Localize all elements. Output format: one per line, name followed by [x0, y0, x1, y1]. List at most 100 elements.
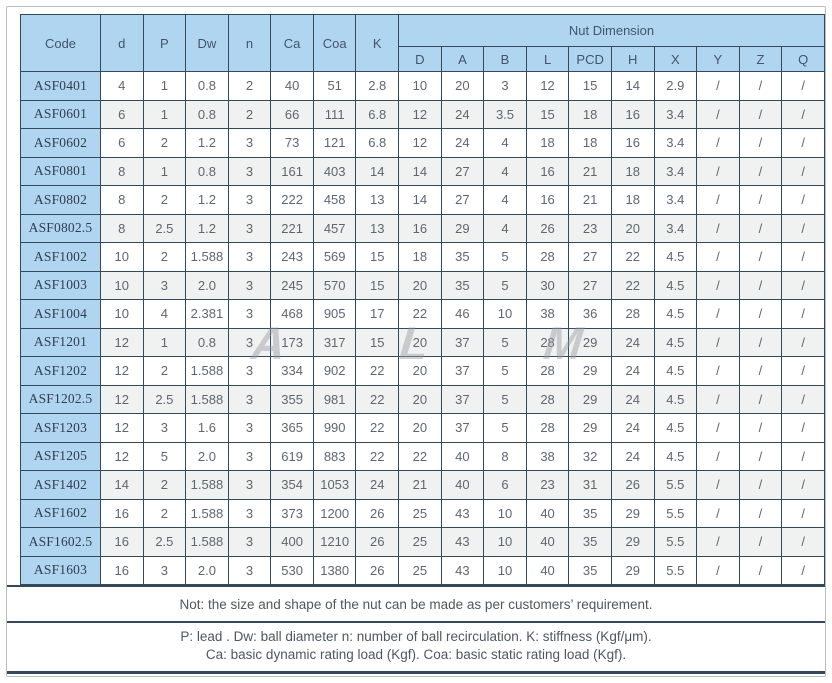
value-cell: 0.8 [185, 156, 229, 186]
value-cell: 24 [610, 441, 655, 471]
value-cell: 18 [525, 128, 570, 158]
col-header-nut-pcd: PCD [568, 46, 612, 72]
col-header-nut-b: B [483, 46, 527, 72]
value-cell: 26 [355, 527, 400, 557]
table-row: ASF1202 12 2 1.588 3 334 902 22 20 37 5 28 29 24 4.5//… [20, 356, 825, 386]
value-cell: 20 [398, 384, 442, 414]
value-cell: / [738, 470, 783, 500]
value-cell: 3 [142, 555, 187, 585]
value-cell: / [696, 242, 740, 272]
value-cell: 334 [270, 356, 314, 386]
value-cell: 6 [483, 470, 527, 500]
value-cell: 24 [355, 470, 400, 500]
value-cell: 2.8 [355, 71, 400, 101]
col-header-nut-x: X [653, 46, 698, 72]
value-cell: 35 [568, 555, 612, 585]
value-cell: 29 [568, 413, 612, 443]
value-cell: 28 [525, 384, 570, 414]
value-cell: 25 [398, 498, 442, 528]
value-cell: 22 [355, 413, 400, 443]
value-cell: 36 [568, 299, 612, 329]
value-cell: / [781, 71, 825, 101]
value-cell: 1.588 [185, 242, 229, 272]
value-cell: / [696, 128, 740, 158]
value-cell: 20 [398, 413, 442, 443]
value-cell: 14 [398, 185, 442, 215]
value-cell: 40 [525, 527, 570, 557]
value-cell: 3 [227, 270, 272, 300]
value-cell: 243 [270, 242, 314, 272]
table-row: ASF0802.5 8 2.5 1.2 3 221 457 13 16 29 4 26 23 20 3.4/… [20, 213, 825, 243]
col-header-nut-a: A [440, 46, 485, 72]
value-cell: 4.5 [653, 356, 698, 386]
value-cell: 10 [483, 527, 527, 557]
value-cell: 4 [483, 185, 527, 215]
value-cell: 457 [312, 213, 357, 243]
value-cell: / [738, 128, 783, 158]
value-cell: 10 [100, 299, 144, 329]
value-cell: 29 [610, 555, 655, 585]
value-cell: / [738, 555, 783, 585]
value-cell: 18 [610, 185, 655, 215]
value-cell: / [781, 299, 825, 329]
value-cell: 3.4 [653, 128, 698, 158]
value-cell: 2.9 [653, 71, 698, 101]
value-cell: 73 [270, 128, 314, 158]
value-cell: 30 [525, 270, 570, 300]
value-cell: 21 [568, 156, 612, 186]
value-cell: 16 [610, 99, 655, 129]
value-cell: 569 [312, 242, 357, 272]
value-cell: 2 [227, 71, 272, 101]
value-cell: 14 [100, 470, 144, 500]
value-cell: 2.5 [142, 527, 187, 557]
value-cell: 0.8 [185, 71, 229, 101]
value-cell: 21 [398, 470, 442, 500]
value-cell: 3 [227, 128, 272, 158]
col-header-n: n [227, 14, 272, 72]
value-cell: / [781, 270, 825, 300]
value-cell: 4 [483, 128, 527, 158]
row-code-cell: ASF0801 [20, 156, 101, 186]
table-row: ASF0401 4 1 0.8 2 40 51 2.8 10 20 3 12 15 14 2.9// / [20, 71, 825, 101]
col-header-nut-l: L [525, 46, 570, 72]
value-cell: 1.588 [185, 470, 229, 500]
value-cell: 619 [270, 441, 314, 471]
value-cell: 31 [568, 470, 612, 500]
value-cell: 37 [440, 327, 485, 357]
value-cell: 1 [142, 71, 187, 101]
value-cell: 10 [483, 555, 527, 585]
value-cell: 3 [227, 498, 272, 528]
value-cell: 222 [270, 185, 314, 215]
value-cell: 1.2 [185, 213, 229, 243]
value-cell: 902 [312, 356, 357, 386]
value-cell: 3.4 [653, 156, 698, 186]
value-cell: 5.5 [653, 555, 698, 585]
value-cell: 3.5 [483, 99, 527, 129]
value-cell: 12 [100, 441, 144, 471]
value-cell: 40 [270, 71, 314, 101]
table-row: ASF0601 6 1 0.8 2 66 111 6.8 12 24 3.5 15 18 16 3.4// / [20, 99, 825, 129]
row-code-cell: ASF0602 [20, 128, 101, 158]
value-cell: 25 [398, 527, 442, 557]
value-cell: / [738, 185, 783, 215]
value-cell: 15 [568, 71, 612, 101]
value-cell: 5 [483, 270, 527, 300]
value-cell: 24 [610, 327, 655, 357]
value-cell: 2 [142, 356, 187, 386]
value-cell: / [696, 356, 740, 386]
value-cell: / [781, 384, 825, 414]
value-cell: 43 [440, 527, 485, 557]
value-cell: 16 [610, 128, 655, 158]
value-cell: 27 [568, 270, 612, 300]
value-cell: 4.5 [653, 299, 698, 329]
value-cell: / [738, 356, 783, 386]
value-cell: 13 [355, 213, 400, 243]
value-cell: 4 [142, 299, 187, 329]
value-cell: 1.2 [185, 185, 229, 215]
value-cell: 16 [525, 156, 570, 186]
value-cell: 22 [610, 270, 655, 300]
row-code-cell: ASF1201 [20, 327, 101, 357]
value-cell: 161 [270, 156, 314, 186]
value-cell: 14 [398, 156, 442, 186]
value-cell: 4.5 [653, 242, 698, 272]
